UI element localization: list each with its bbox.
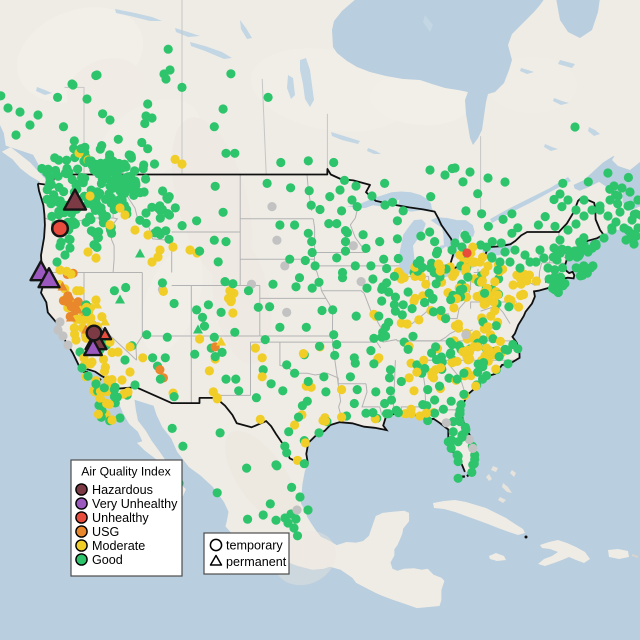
svg-text:Moderate: Moderate bbox=[92, 539, 145, 553]
svg-text:Hazardous: Hazardous bbox=[92, 483, 153, 497]
svg-text:Air Quality Index: Air Quality Index bbox=[81, 465, 170, 479]
svg-text:Good: Good bbox=[92, 553, 123, 567]
svg-text:USG: USG bbox=[92, 525, 119, 539]
svg-text:temporary: temporary bbox=[226, 539, 283, 553]
svg-text:Unhealthy: Unhealthy bbox=[92, 511, 149, 525]
svg-text:permanent: permanent bbox=[226, 555, 287, 569]
svg-text:Very Unhealthy: Very Unhealthy bbox=[92, 497, 178, 511]
